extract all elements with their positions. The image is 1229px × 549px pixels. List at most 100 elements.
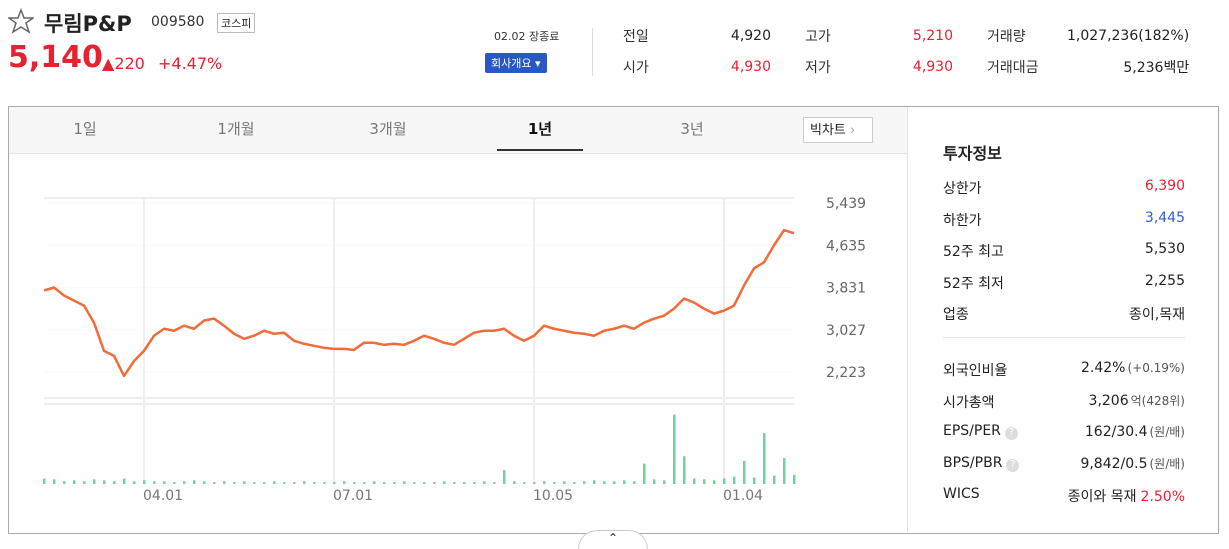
info-sub: 억(428위)	[1130, 393, 1185, 408]
info-label: 외국인비율	[943, 363, 1008, 379]
volume-bar	[303, 481, 306, 484]
volume-bar	[683, 456, 686, 484]
volume-bar	[383, 482, 386, 484]
volume-bar	[653, 479, 656, 484]
y-tick-label: 5,439	[826, 196, 866, 212]
volume-bar	[503, 470, 506, 484]
bigchart-button[interactable]: 빅차트 ›	[803, 117, 873, 143]
bigchart-label: 빅차트	[810, 123, 846, 138]
star-icon[interactable]	[8, 8, 34, 34]
volume-bar	[423, 482, 426, 484]
tab-bar	[9, 107, 907, 154]
info-label: 업종	[943, 307, 969, 323]
info-value: 3,445	[1144, 209, 1185, 226]
info-value-wrap: 162/30.4 (원/배)	[1085, 423, 1185, 440]
stock-code: 009580	[151, 14, 205, 30]
info-row: 업종 종이,목재	[943, 304, 1185, 324]
info-divider	[943, 337, 1185, 338]
y-tick-label: 3,027	[826, 323, 866, 339]
volume-bar	[693, 478, 696, 484]
info-value: 3,206	[1088, 392, 1129, 409]
volume-bar	[403, 481, 406, 484]
volume-bar	[93, 479, 96, 484]
info-sub: 2.50%	[1140, 489, 1185, 505]
x-tick-label: 01.04	[723, 488, 763, 504]
volume-bar	[473, 482, 476, 484]
volume-bar	[153, 481, 156, 484]
volume-bar	[353, 482, 356, 484]
info-row: BPS/PBR? 9,842/0.5 (원/배)	[943, 455, 1185, 472]
summary-label: 저가	[805, 59, 831, 76]
info-value: 종이와 목재	[1067, 489, 1137, 505]
tab[interactable]: 1년	[497, 118, 583, 151]
volume-bar	[533, 482, 536, 484]
info-sub: (+0.19%)	[1127, 361, 1185, 375]
volume-bar	[123, 478, 126, 484]
volume-bar	[83, 481, 86, 484]
volume-bar	[633, 481, 636, 484]
company-button[interactable]: 회사개요 ▾	[485, 53, 547, 73]
info-row: 52주 최저 2,255	[943, 273, 1185, 293]
info-label-wrap: EPS/PER?	[943, 423, 1018, 440]
volume-bar	[753, 477, 756, 484]
volume-bar	[223, 481, 226, 484]
volume-bar	[73, 480, 76, 484]
change-pct: +4.47%	[158, 54, 223, 73]
volume-bar	[253, 482, 256, 484]
collapse-button[interactable]: ⌃	[578, 530, 648, 549]
tab[interactable]: 3개월	[369, 120, 407, 138]
summary-value: 5,210	[912, 27, 953, 44]
volume-bar	[373, 481, 376, 484]
volume-bar	[243, 481, 246, 484]
price: 5,140	[8, 40, 103, 75]
info-row: 하한가 3,445	[943, 210, 1185, 230]
volume-bar	[133, 481, 136, 484]
info-sub: (원/배)	[1149, 456, 1186, 471]
volume-bar	[213, 482, 216, 484]
volume-bar	[393, 482, 396, 484]
volume-bar	[553, 482, 556, 484]
info-value: 9,842/0.5	[1080, 455, 1148, 472]
volume-bar	[483, 481, 486, 484]
info-value: 2,255	[1144, 272, 1185, 289]
volume-bar	[563, 481, 566, 484]
info-label: 시가총액	[943, 394, 995, 411]
volume-bar	[363, 482, 366, 484]
summary-value: 1,027,236(182%)	[1067, 27, 1190, 44]
price-line	[43, 228, 795, 378]
info-sub: (원/배)	[1149, 425, 1186, 439]
change-value: 220	[114, 54, 145, 73]
tab[interactable]: 1개월	[217, 120, 255, 138]
volume-bar	[413, 482, 416, 484]
summary-value: 4,920	[730, 27, 771, 44]
volume-bar	[323, 482, 326, 484]
volume-bar	[583, 481, 586, 484]
company-button-label: 회사개요	[491, 57, 532, 70]
volume-bar	[713, 480, 716, 484]
volume-bar	[663, 480, 666, 484]
tab[interactable]: 3년	[680, 120, 704, 138]
volume-bar	[203, 481, 206, 484]
stock-name: 무림P&P	[44, 12, 132, 36]
info-label: 52주 최저	[943, 275, 1004, 292]
tab[interactable]: 1일	[73, 120, 97, 138]
y-tick-label: 4,635	[826, 238, 866, 254]
x-tick-label: 04.01	[143, 488, 183, 504]
volume-bar	[603, 481, 606, 484]
info-value: 162/30.4	[1084, 424, 1148, 440]
info-row: 시가총액 3,206 억(428위)	[943, 392, 1185, 412]
info-value-wrap: 3,206 억(428위)	[1089, 392, 1185, 412]
info-row: 외국인비율 2.42% (+0.19%)	[943, 360, 1185, 380]
market-badge: 코스피	[217, 13, 256, 33]
change: ▲220	[102, 54, 145, 73]
volume-bar	[163, 481, 166, 484]
info-label: 상한가	[943, 181, 982, 197]
info-label: EPS/PER	[943, 423, 1001, 439]
volume-bar	[673, 414, 676, 484]
volume-bar	[543, 481, 546, 484]
volume-bar	[263, 482, 266, 484]
summary-label: 시가	[623, 59, 649, 76]
info-value-wrap: 종이와 목재 2.50%	[1068, 486, 1185, 506]
volume-bar	[143, 480, 146, 484]
